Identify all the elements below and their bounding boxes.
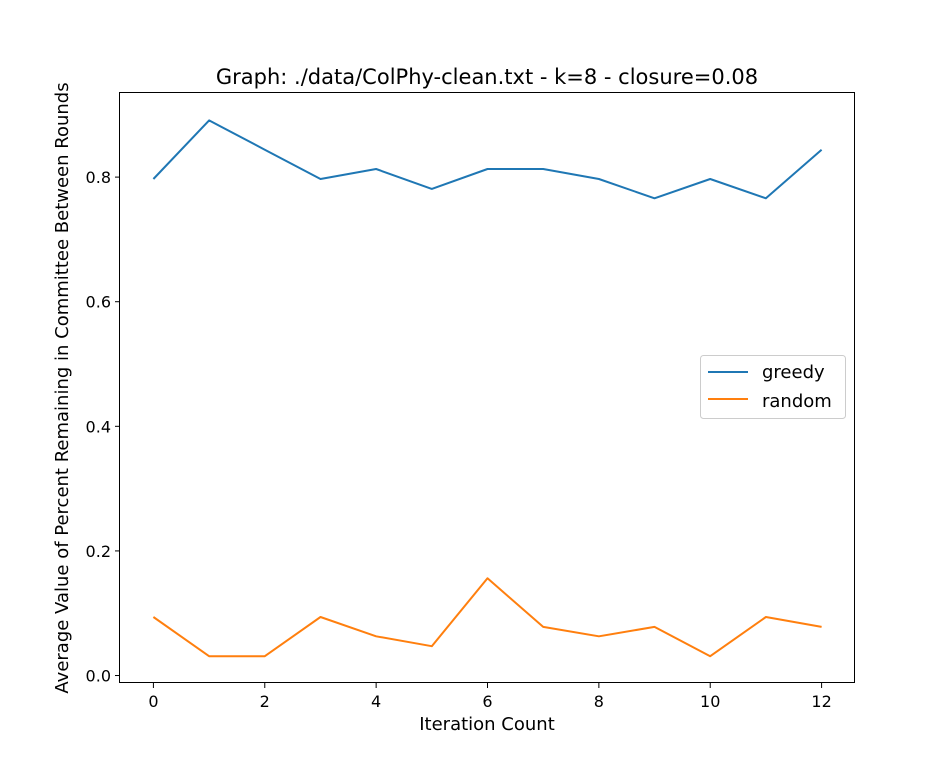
series-line-random xyxy=(152,577,822,658)
data-point-greedy xyxy=(319,178,321,180)
data-point-random xyxy=(152,616,154,618)
data-point-greedy xyxy=(208,119,210,121)
x-tick-label: 10 xyxy=(700,692,720,711)
y-tick-label: 0.6 xyxy=(86,293,111,312)
x-tick-label: 6 xyxy=(482,692,492,711)
data-point-greedy xyxy=(542,168,544,170)
chart-title: Graph: ./data/ColPhy-clean.txt - k=8 - c… xyxy=(216,65,758,89)
y-tick-label: 0.4 xyxy=(86,417,111,436)
data-point-greedy xyxy=(487,168,489,170)
data-point-random xyxy=(765,616,767,618)
y-axis-ticks: 0.0 0.2 0.4 0.6 0.8 xyxy=(86,168,120,686)
data-point-greedy xyxy=(821,149,823,151)
data-point-greedy xyxy=(654,197,656,199)
data-point-random xyxy=(654,626,656,628)
data-point-greedy xyxy=(431,188,433,190)
data-point-random xyxy=(542,626,544,628)
data-point-random xyxy=(208,655,210,657)
x-tick-label: 8 xyxy=(594,692,604,711)
data-point-random xyxy=(821,626,823,628)
data-point-random xyxy=(319,616,321,618)
plot-frame xyxy=(119,92,855,683)
x-axis-ticks: 0 2 4 6 8 10 12 xyxy=(148,683,832,711)
data-point-greedy xyxy=(264,149,266,151)
data-point-greedy xyxy=(709,178,711,180)
data-point-greedy xyxy=(765,197,767,199)
x-tick-label: 12 xyxy=(811,692,831,711)
y-tick-label: 0.2 xyxy=(86,542,111,561)
legend-label-greedy: greedy xyxy=(762,362,825,383)
data-point-random xyxy=(264,655,266,657)
plot-area xyxy=(152,119,823,658)
data-point-random xyxy=(487,577,489,579)
legend: greedy random xyxy=(700,355,846,419)
series-line-greedy xyxy=(152,119,823,200)
x-tick-label: 4 xyxy=(371,692,381,711)
y-axis-label: Average Value of Percent Remaining in Co… xyxy=(52,82,73,693)
x-tick-label: 0 xyxy=(148,692,158,711)
y-tick-label: 0.8 xyxy=(86,168,111,187)
data-point-greedy xyxy=(375,168,377,170)
data-point-greedy xyxy=(598,178,600,180)
x-axis-label: Iteration Count xyxy=(419,714,555,735)
data-point-random xyxy=(431,645,433,647)
data-point-greedy xyxy=(152,178,154,180)
data-point-random xyxy=(709,655,711,657)
data-point-random xyxy=(375,635,377,637)
data-point-random xyxy=(598,635,600,637)
y-tick-label: 0.0 xyxy=(86,667,111,686)
legend-label-random: random xyxy=(762,391,832,412)
x-tick-label: 2 xyxy=(260,692,270,711)
